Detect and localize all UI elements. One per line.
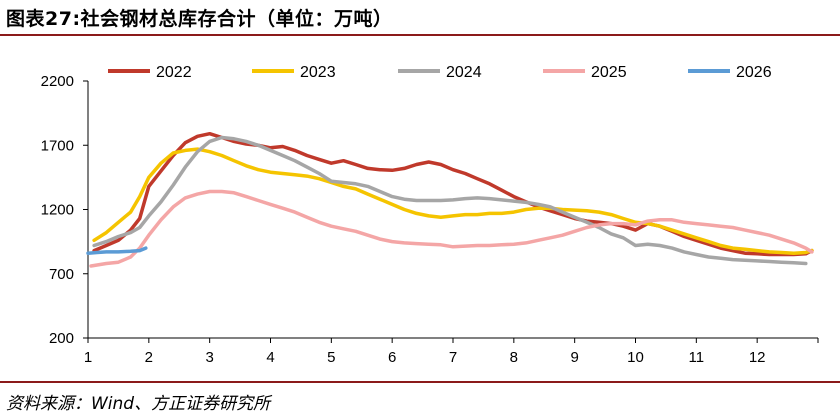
x-tick-label: 8: [510, 349, 518, 366]
series-line-2024: [92, 135, 808, 266]
x-tick-label: 7: [449, 349, 457, 366]
series-line-2023: [92, 147, 814, 255]
title-bar: 图表27:社会钢材总库存合计（单位：万吨）: [0, 0, 840, 36]
legend-label-2023: 2023: [300, 64, 336, 81]
source-bar: 资料来源：Wind、方正证券研究所: [0, 381, 840, 420]
chart-title: 图表27:社会钢材总库存合计（单位：万吨）: [6, 8, 393, 30]
x-tick-label: 2: [145, 349, 153, 366]
y-tick-label: 1200: [41, 202, 74, 219]
x-tick-label: 6: [388, 349, 396, 366]
legend-label-2024: 2024: [446, 64, 482, 81]
x-tick-label: 1: [84, 349, 92, 366]
x-tick-label: 4: [266, 349, 274, 366]
legend-label-2026: 2026: [736, 64, 772, 81]
y-tick-label: 2200: [41, 73, 74, 90]
y-tick-label: 1700: [41, 137, 74, 154]
source-note: 资料来源：Wind、方正证券研究所: [6, 394, 271, 414]
y-tick-label: 200: [49, 330, 74, 347]
series-line-2026: [86, 246, 148, 255]
x-tick-label: 10: [627, 349, 644, 366]
series-layer: [86, 131, 814, 268]
series-line-2022: [92, 131, 814, 257]
y-tick-label: 700: [49, 266, 74, 283]
x-tick-label: 9: [570, 349, 578, 366]
x-tick-label: 5: [327, 349, 335, 366]
legend-label-2025: 2025: [591, 64, 627, 81]
x-tick-label: 12: [749, 349, 766, 366]
x-tick-label: 11: [689, 349, 705, 366]
x-tick-label: 3: [205, 349, 213, 366]
series-line-2025: [89, 189, 814, 268]
legend: 2022 2023 2024 2025 2026: [108, 64, 772, 81]
legend-label-2022: 2022: [156, 64, 192, 81]
